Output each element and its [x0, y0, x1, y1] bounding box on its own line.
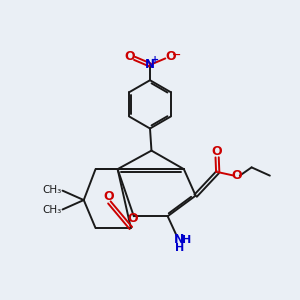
Text: O: O	[232, 169, 242, 182]
Text: +: +	[151, 55, 159, 65]
Text: N: N	[174, 233, 184, 246]
Text: O: O	[124, 50, 135, 64]
Text: O: O	[127, 212, 138, 225]
Text: CH₃: CH₃	[43, 205, 62, 215]
Text: H: H	[175, 243, 184, 253]
Text: O: O	[165, 50, 176, 64]
Text: O: O	[103, 190, 114, 203]
Text: CH₃: CH₃	[43, 185, 62, 195]
Text: −: −	[172, 50, 181, 60]
Text: N: N	[145, 58, 155, 71]
Text: O: O	[212, 145, 222, 158]
Text: H: H	[182, 235, 191, 245]
